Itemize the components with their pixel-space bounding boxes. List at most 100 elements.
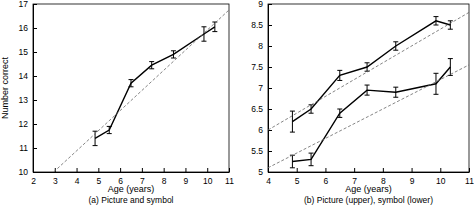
x-axis-title: Age (years) <box>345 184 392 194</box>
error-bar <box>365 85 370 95</box>
y-tick-mark <box>268 151 272 152</box>
x-tick-label: 6 <box>324 176 329 186</box>
error-bar <box>201 27 206 41</box>
x-tick-mark <box>229 168 230 172</box>
y-axis: 5 5.5 6 6.5 7 7.5 8 8.5 9 <box>251 0 272 177</box>
y-tick: 5.5 <box>251 146 272 156</box>
y-tick-label: 14 <box>19 71 29 81</box>
y-tick-label: 8.5 <box>251 20 263 30</box>
x-tick: 4 <box>75 168 80 186</box>
x-tick-mark <box>77 168 78 172</box>
x-tick-mark <box>383 168 384 172</box>
x-tick-label: 9 <box>410 176 415 186</box>
panel-caption: (a) Picture and symbol <box>88 195 173 205</box>
x-tick-label: 5 <box>295 176 300 186</box>
y-tick-mark <box>268 4 272 5</box>
error-bar <box>212 22 217 32</box>
marks <box>54 10 229 172</box>
y-tick-mark <box>33 76 37 77</box>
x-tick: 8 <box>162 168 167 186</box>
y-tick: 9 <box>258 0 272 9</box>
y-axis-title: Number correct <box>0 56 10 119</box>
marks <box>268 12 469 167</box>
x-tick: 9 <box>184 168 189 186</box>
y-tick: 10 <box>19 167 37 177</box>
x-tick-mark <box>120 168 121 172</box>
error-bar <box>393 87 398 97</box>
x-tick-mark <box>98 168 99 172</box>
x-tick-label: 3 <box>53 176 58 186</box>
x-tick-label: 9 <box>184 176 189 186</box>
y-tick-label: 6.5 <box>251 104 263 114</box>
y-tick-label: 10 <box>19 167 29 177</box>
y-tick-label: 11 <box>19 143 28 153</box>
data-line <box>95 27 215 139</box>
x-axis-title: Age (years) <box>108 184 155 194</box>
y-tick-mark <box>268 109 272 110</box>
x-tick-mark <box>297 168 298 172</box>
y-tick: 7.5 <box>251 62 272 72</box>
x-tick-mark <box>354 168 355 172</box>
error-bar <box>448 21 453 29</box>
y-tick-mark <box>268 25 272 26</box>
x-tick: 5 <box>295 168 300 186</box>
error-bar <box>129 80 134 87</box>
fit-line <box>268 65 469 168</box>
y-tick: 13 <box>19 95 37 105</box>
data-line <box>292 21 450 122</box>
error-bar <box>365 63 370 71</box>
y-tick: 7 <box>258 83 272 93</box>
error-bar <box>433 73 438 94</box>
y-tick: 14 <box>19 71 37 81</box>
x-tick-mark <box>142 168 143 172</box>
x-tick: 10 <box>203 168 213 186</box>
y-tick-mark <box>268 46 272 47</box>
x-tick-mark <box>207 168 208 172</box>
y-tick: 8.5 <box>251 20 272 30</box>
x-tick-label: 10 <box>436 176 446 186</box>
panel: 456789101155.566.577.588.59Age (years)(b… <box>251 0 474 205</box>
y-tick: 16 <box>19 23 37 33</box>
x-tick-label: 4 <box>266 176 271 186</box>
y-tick-mark <box>268 172 272 173</box>
y-tick: 8 <box>258 41 272 51</box>
y-axis: 10 11 12 13 14 15 16 17 <box>19 0 37 177</box>
y-tick: 5 <box>258 167 272 177</box>
y-tick: 6 <box>258 125 272 135</box>
y-tick: 12 <box>19 119 37 129</box>
x-tick-label: 11 <box>465 176 474 186</box>
plot-frame <box>33 4 229 172</box>
x-tick-mark <box>469 168 470 172</box>
x-tick: 5 <box>96 168 101 186</box>
y-tick-mark <box>268 130 272 131</box>
error-bar <box>309 153 314 166</box>
y-tick-label: 5 <box>258 167 263 177</box>
y-tick-mark <box>33 148 37 149</box>
x-tick-mark <box>185 168 186 172</box>
y-tick-mark <box>33 4 37 5</box>
y-tick: 17 <box>19 0 37 9</box>
x-tick-label: 4 <box>75 176 80 186</box>
y-tick-mark <box>33 172 37 173</box>
fit-line <box>54 10 229 172</box>
y-tick-label: 13 <box>19 95 29 105</box>
x-tick-mark <box>440 168 441 172</box>
y-tick-label: 15 <box>19 47 29 57</box>
fit-line <box>268 12 469 130</box>
y-tick-mark <box>268 88 272 89</box>
y-tick-mark <box>268 67 272 68</box>
error-bar <box>171 51 176 58</box>
x-tick: 11 <box>465 168 474 186</box>
x-tick-mark <box>164 168 165 172</box>
y-tick-label: 8 <box>258 41 263 51</box>
y-tick-label: 5.5 <box>251 146 263 156</box>
error-bar <box>337 109 342 117</box>
error-bar <box>393 42 398 50</box>
error-bar <box>107 126 112 133</box>
x-tick-label: 5 <box>96 176 101 186</box>
plot-frame <box>268 4 469 172</box>
y-tick: 6.5 <box>251 104 272 114</box>
error-bar <box>149 62 154 69</box>
y-tick-mark <box>33 52 37 53</box>
y-axis-line <box>33 5 34 173</box>
